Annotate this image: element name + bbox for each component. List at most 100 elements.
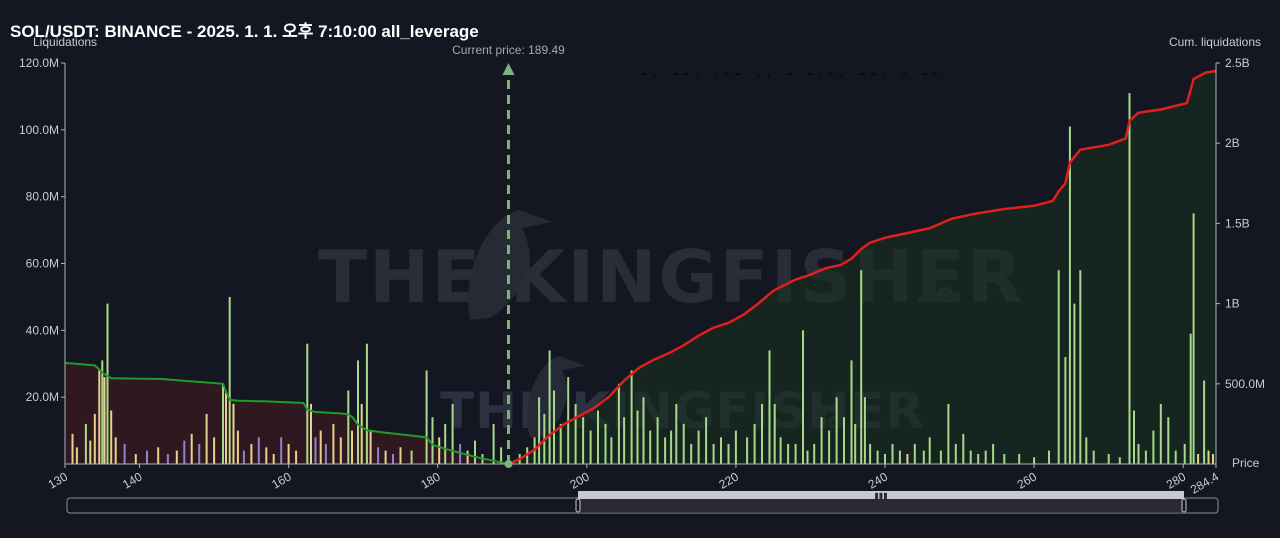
liquidation-bar xyxy=(574,403,577,464)
liquidation-bar xyxy=(1144,450,1147,464)
liquidation-bar xyxy=(425,370,428,464)
liquidation-bar xyxy=(213,437,216,464)
current-price-dot xyxy=(504,460,513,468)
chart-title: SOL/USDT: BINANCE - 2025. 1. 1. 오후 7:10:… xyxy=(10,22,479,41)
left-tick-label: 80.0M xyxy=(26,190,59,204)
right-tick-label: 500.0M xyxy=(1225,377,1265,391)
liquidation-bar xyxy=(166,454,169,464)
x-tick-label: 260 xyxy=(1015,469,1040,491)
liquidation-bar xyxy=(984,450,987,464)
liquidation-bar xyxy=(492,423,495,464)
liquidation-bar xyxy=(1167,417,1170,464)
liquidation-bar xyxy=(1128,93,1131,464)
navigator-grip-icon: ▮▮▮ xyxy=(874,491,887,500)
liquidation-bar xyxy=(369,430,372,464)
liquidation-bar xyxy=(500,447,503,464)
short-liquidations-area xyxy=(508,71,1216,464)
liquidation-bar xyxy=(1092,450,1095,464)
liquidation-bar xyxy=(891,443,894,464)
liquidation-bar xyxy=(365,343,368,464)
liquidation-bar xyxy=(597,410,599,464)
liquidation-bar xyxy=(656,417,659,464)
liquidation-bar xyxy=(410,450,413,464)
left-tick-label: 40.0M xyxy=(26,323,59,337)
liquidation-bar xyxy=(114,437,117,464)
liquidation-bar xyxy=(835,397,838,464)
liquidation-bar xyxy=(712,443,715,464)
liquidation-bar xyxy=(123,443,126,464)
liquidation-bar xyxy=(175,450,178,464)
liquidation-bar xyxy=(474,440,476,464)
liquidation-bar xyxy=(384,450,387,464)
liquidation-bar xyxy=(75,447,78,464)
x-tick-label: 240 xyxy=(866,469,891,491)
liquidation-bar xyxy=(1197,454,1200,464)
liquidation-bar xyxy=(1003,454,1006,464)
liquidation-bar xyxy=(324,443,327,464)
current-price-arrow-icon xyxy=(502,63,515,75)
liquidation-bar xyxy=(1068,126,1071,464)
left-tick-label: 60.0M xyxy=(26,257,59,271)
liquidation-bar xyxy=(1048,450,1050,464)
liquidation-bar xyxy=(1064,357,1067,464)
long-liquidations-area xyxy=(65,362,509,464)
faded-strip: -. --. .-- .. - -.-. --. - -- xyxy=(640,67,942,83)
liquidation-bar xyxy=(922,450,925,464)
liquidation-bar xyxy=(854,423,857,464)
navigator-left-handle[interactable] xyxy=(575,498,581,513)
liquidation-bar xyxy=(697,430,700,464)
navigator-selection[interactable] xyxy=(578,498,1184,513)
x-tick-label: 130 xyxy=(46,469,71,491)
liquidation-bar xyxy=(768,350,771,464)
liquidation-bar xyxy=(705,417,708,464)
liquidation-bar xyxy=(794,443,797,464)
liquidation-bar xyxy=(357,360,359,464)
navigator-right-handle[interactable] xyxy=(1181,498,1187,513)
liquidation-bar xyxy=(232,403,235,464)
x-tick-label: 140 xyxy=(120,469,145,491)
liquidation-bar xyxy=(257,437,260,464)
liquidation-bar xyxy=(720,437,722,464)
liquidation-bar xyxy=(222,383,224,464)
right-tick-label: 1.5B xyxy=(1225,216,1250,230)
liquidation-bar xyxy=(1137,443,1140,464)
left-axis-label: Liquidations xyxy=(33,35,97,49)
navigator-drag-bar[interactable] xyxy=(578,491,1184,499)
liquidation-bar xyxy=(1207,450,1210,464)
liquidation-bar xyxy=(884,454,886,464)
liquidation-bar xyxy=(351,430,353,464)
liquidation-bar xyxy=(939,450,942,464)
liquidation-bar xyxy=(1192,213,1195,464)
liquidation-bar xyxy=(306,343,309,464)
x-axis-label: Price xyxy=(1232,456,1260,470)
liquidation-bar xyxy=(106,303,109,464)
liquidation-bar xyxy=(451,403,454,464)
left-tick-label: 100.0M xyxy=(19,123,59,137)
cumulative-lines xyxy=(64,69,1217,466)
liquidation-bar xyxy=(392,454,394,464)
liquidation-bar xyxy=(228,296,231,464)
liquidation-bar xyxy=(347,390,350,464)
liquidation-bar xyxy=(1018,454,1021,464)
liquidation-bar xyxy=(670,430,673,464)
liquidation-bar xyxy=(969,450,972,464)
right-axis-label: Cum. liquidations xyxy=(1169,35,1261,49)
liquidation-bar xyxy=(103,377,106,464)
liquidation-bar xyxy=(869,443,872,464)
range-navigator[interactable]: ▮▮▮ xyxy=(66,491,1219,514)
liquidation-bar xyxy=(438,437,441,464)
x-tick-label: 284.4 xyxy=(1188,469,1221,496)
liquidation-bar xyxy=(1159,403,1162,464)
liquidation-bar xyxy=(898,450,901,464)
liquidation-bar xyxy=(1107,454,1110,464)
liquidation-bar xyxy=(913,443,916,464)
liquidation-bar xyxy=(863,397,866,464)
liquidation-bar xyxy=(225,390,227,464)
kingfisher-bird-icon xyxy=(527,356,586,438)
liquidation-bar xyxy=(1079,270,1082,464)
liquidation-bar xyxy=(71,433,74,464)
liquidation-bar xyxy=(319,430,322,464)
right-tick-label: 1B xyxy=(1225,297,1240,311)
liquidation-bar xyxy=(538,397,541,464)
